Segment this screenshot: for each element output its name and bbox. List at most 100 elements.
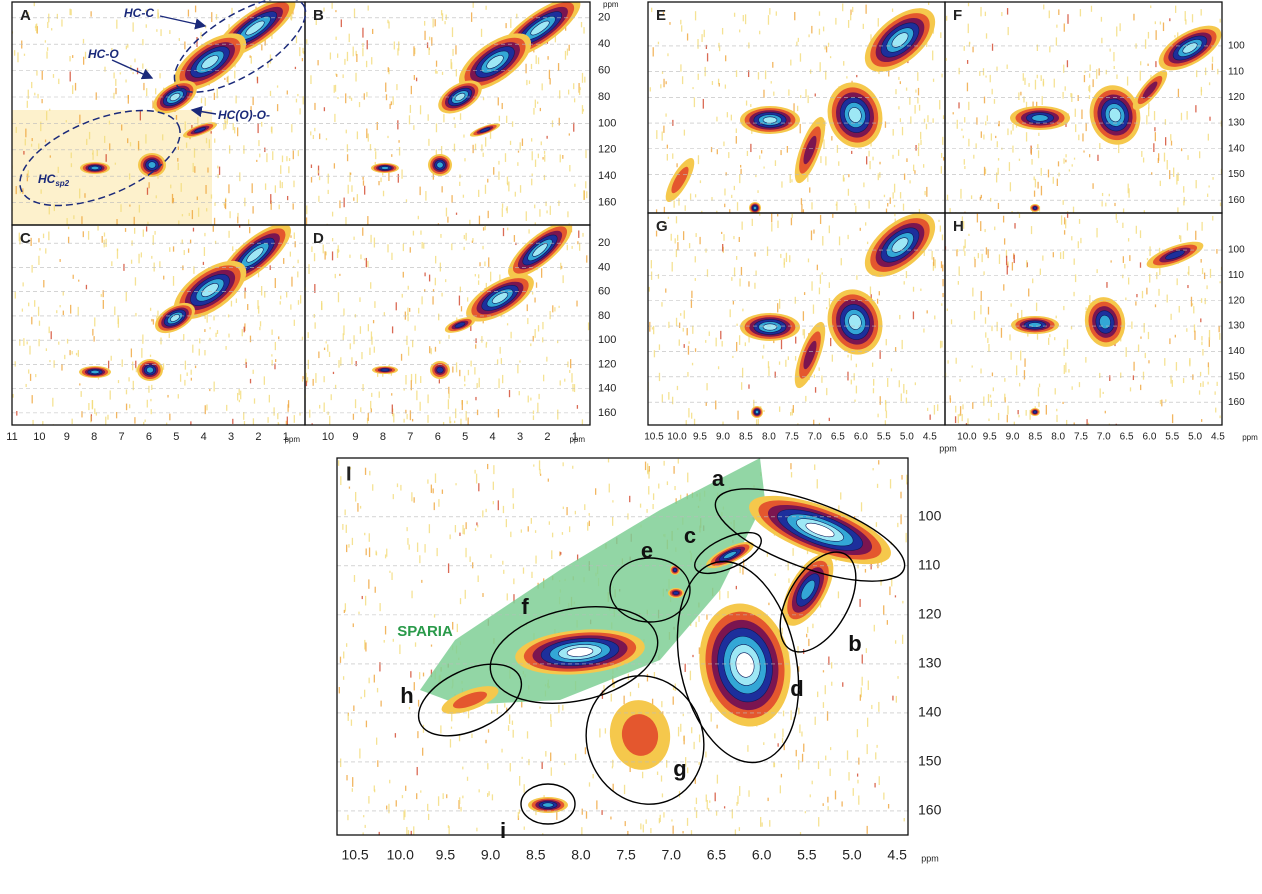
- region-outline: [520, 783, 576, 825]
- x-tick-label: 10: [322, 431, 334, 443]
- x-tick-label: 7: [407, 431, 413, 443]
- region-outline: [676, 560, 800, 764]
- x-tick-label: 5: [462, 431, 468, 443]
- region-outline: [489, 605, 659, 705]
- annotation: HC-C: [124, 6, 154, 20]
- x-tick-label: 10.0: [667, 432, 687, 443]
- contour: [755, 410, 759, 414]
- arrow: [159, 15, 207, 30]
- region-label: i: [500, 818, 506, 843]
- contour: [1108, 107, 1122, 123]
- x-tick-label: 7.0: [1097, 432, 1111, 443]
- y-tick-label: 100: [1228, 245, 1245, 256]
- panel-label: B: [313, 7, 324, 24]
- x-tick-label: 9: [64, 431, 70, 443]
- y-tick-label: 100: [918, 508, 942, 524]
- x-tick-label: 6.0: [854, 432, 868, 443]
- contour: [452, 691, 488, 709]
- contour: [1033, 410, 1037, 414]
- y-tick-label: 100: [598, 334, 616, 346]
- annotation: HC-O: [88, 47, 119, 61]
- y-tick-label: 60: [598, 65, 610, 77]
- x-tick-label: 10: [33, 431, 45, 443]
- contour: [146, 366, 154, 374]
- contour: [436, 366, 444, 374]
- x-tick-label: 8.5: [526, 847, 546, 863]
- spectrum: [945, 213, 1222, 425]
- contour: [90, 370, 100, 374]
- contour: [723, 551, 737, 559]
- region-outline: [417, 663, 523, 737]
- region-label: h: [400, 683, 413, 708]
- panel-frame: [944, 212, 1223, 426]
- x-tick-label: 5.0: [900, 432, 914, 443]
- contour: [454, 322, 466, 328]
- contour: [380, 368, 390, 372]
- y-tick-label: 160: [1228, 195, 1245, 206]
- x-tick-label: 6.0: [1142, 432, 1156, 443]
- y-tick-label: 110: [1228, 66, 1244, 77]
- y-tick-label: 120: [1228, 295, 1245, 306]
- contour: [1142, 81, 1158, 99]
- panel-label: F: [953, 7, 962, 24]
- panel-frame: [304, 224, 591, 426]
- annotation-main: HC: [38, 172, 56, 186]
- sparia-region: [420, 458, 765, 705]
- y-tick-label: 110: [918, 557, 941, 573]
- x-tick-label: 7.0: [808, 432, 822, 443]
- contour: [380, 166, 390, 170]
- contour: [491, 292, 509, 304]
- region-outline: [714, 488, 906, 582]
- y-tick-label: 120: [598, 144, 616, 156]
- contour: [803, 135, 817, 165]
- panel-label: G: [656, 218, 668, 235]
- y-tick-label: 160: [918, 802, 942, 818]
- contour: [170, 314, 180, 322]
- contour: [673, 568, 677, 572]
- x-tick-label: 4: [201, 431, 207, 443]
- annotation: HCsp2: [38, 172, 70, 188]
- region-label: a: [712, 466, 725, 491]
- annotation-ellipse: [19, 109, 181, 207]
- y-tick-label: 130: [1228, 118, 1245, 129]
- x-tick-label: 9.0: [1006, 432, 1020, 443]
- y-tick-label: 140: [598, 383, 616, 395]
- spectrum: [945, 2, 1222, 213]
- x-tick-label: 9.0: [716, 432, 730, 443]
- y-tick-label: 150: [1228, 169, 1245, 180]
- contour: [1031, 114, 1049, 122]
- arrow: [111, 59, 154, 80]
- spectrum: [337, 458, 908, 835]
- region-outline: [609, 557, 691, 623]
- contour: [803, 340, 817, 370]
- contour: [486, 55, 504, 69]
- x-unit: ppm: [1242, 433, 1258, 442]
- x-tick-label: 8.5: [1028, 432, 1042, 443]
- x-tick-label: 6: [435, 431, 441, 443]
- x-tick-label: 10.5: [644, 432, 664, 443]
- panel-frame: [336, 457, 909, 836]
- contour: [1165, 250, 1185, 260]
- spectrum: [648, 2, 945, 213]
- x-tick-label: 10.0: [387, 847, 414, 863]
- x-tick-label: 5.0: [1188, 432, 1202, 443]
- y-tick-label: 80: [598, 91, 610, 103]
- contour: [436, 161, 444, 169]
- y-tick-label: 150: [1228, 371, 1245, 382]
- y-tick-label: 20: [598, 237, 610, 249]
- x-tick-label: 1: [572, 431, 578, 443]
- panel-label: A: [20, 7, 31, 24]
- y-tick-label: 140: [598, 170, 616, 182]
- panel-label: D: [313, 230, 324, 247]
- x-tick-label: 2: [255, 431, 261, 443]
- x-tick-label: 3: [228, 431, 234, 443]
- y-tick-label: 140: [1228, 143, 1245, 154]
- x-tick-label: 10.5: [341, 847, 368, 863]
- region-label: e: [641, 538, 653, 563]
- x-tick-label: 9.5: [693, 432, 707, 443]
- contour: [1028, 322, 1042, 328]
- shade: [12, 110, 212, 225]
- y-tick-label: 120: [1228, 92, 1245, 103]
- contour: [673, 591, 679, 595]
- contour: [542, 802, 554, 808]
